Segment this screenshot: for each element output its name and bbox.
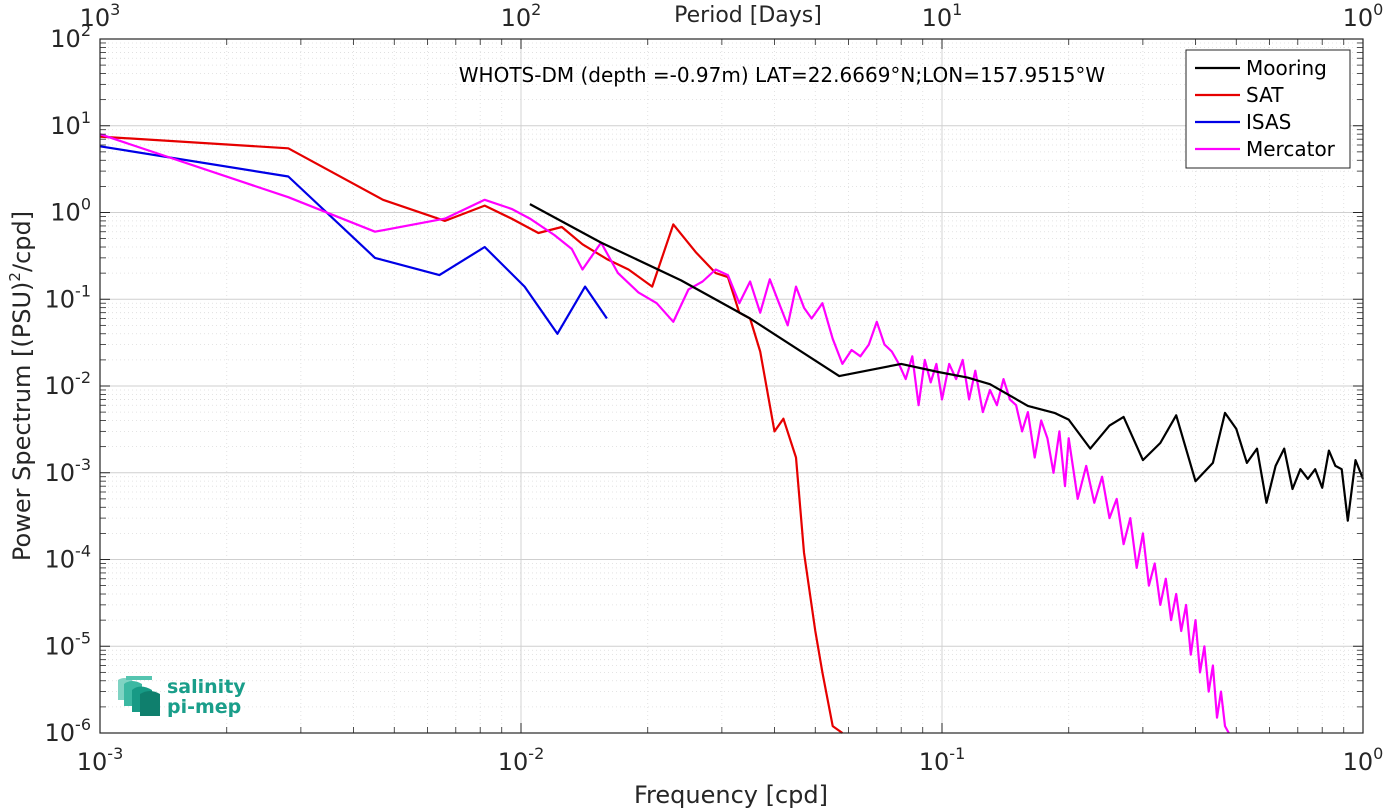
x-tick-label: 100 bbox=[1343, 744, 1383, 776]
y-tick-label-exp: -1 bbox=[75, 281, 91, 300]
y-tick-label-base: 10 bbox=[50, 25, 81, 53]
x-tick-label-exp: 0 bbox=[1373, 744, 1383, 763]
top-tick-label: 100 bbox=[1343, 0, 1383, 32]
legend-label-mooring: Mooring bbox=[1246, 56, 1327, 80]
legend-items: Mooring SAT ISAS Mercator bbox=[1195, 56, 1336, 161]
y-axis-title: Power Spectrum [(PSU)2/cpd] bbox=[6, 211, 36, 561]
top-tick-label: 103 bbox=[80, 0, 121, 32]
x-tick-label-exp: -3 bbox=[107, 744, 123, 763]
logo-waves-icon bbox=[118, 676, 160, 716]
x-tick-label: 10-1 bbox=[919, 744, 966, 776]
y-axis-title-sup: 2 bbox=[6, 272, 24, 282]
top-tick-label-base: 10 bbox=[922, 4, 953, 32]
x-tick-label: 10-2 bbox=[498, 744, 545, 776]
y-tick-label-exp: -5 bbox=[75, 628, 91, 647]
x-tick-label-base: 10 bbox=[498, 748, 529, 776]
chart-title: WHOTS-DM (depth =-0.97m) LAT=22.6669°N;L… bbox=[459, 63, 1106, 87]
y-tick-label-exp: 2 bbox=[81, 21, 91, 40]
y-tick-label-base: 10 bbox=[45, 459, 76, 487]
series-line-isas bbox=[99, 145, 608, 335]
y-tick-label-base: 10 bbox=[45, 285, 76, 313]
x-tick-labels: 10-3 10-2 10-1 100 bbox=[77, 744, 1383, 776]
series-line-sat bbox=[99, 135, 844, 734]
series-line-mooring bbox=[529, 203, 1365, 522]
y-tick-label: 10-3 bbox=[45, 455, 92, 487]
top-axis-title: Period [Days] bbox=[674, 3, 822, 28]
x-tick-label-exp: -2 bbox=[528, 744, 544, 763]
x-tick-label-base: 10 bbox=[1343, 748, 1374, 776]
y-tick-label: 10-1 bbox=[45, 281, 92, 313]
y-tick-label-exp: -6 bbox=[75, 715, 91, 734]
y-tick-label-base: 10 bbox=[45, 372, 76, 400]
y-tick-label-base: 10 bbox=[50, 199, 81, 227]
legend: Mooring SAT ISAS Mercator bbox=[1185, 49, 1351, 169]
top-tick-label-base: 10 bbox=[501, 4, 532, 32]
y-axis-title-tail: /cpd] bbox=[8, 211, 36, 272]
y-tick-label-exp: 0 bbox=[81, 195, 91, 214]
logo-text-line2: pi-mep bbox=[167, 696, 241, 718]
top-tick-labels: 103 102 101 100 bbox=[80, 0, 1383, 32]
top-tick-label-base: 10 bbox=[1343, 4, 1374, 32]
salinity-pi-mep-logo: salinity pi-mep bbox=[118, 676, 246, 718]
y-tick-label-base: 10 bbox=[45, 719, 76, 747]
series-layer bbox=[99, 133, 1365, 734]
x-tick-label-base: 10 bbox=[919, 748, 950, 776]
y-tick-label-exp: -2 bbox=[75, 368, 91, 387]
y-tick-label-base: 10 bbox=[45, 546, 76, 574]
legend-label-sat: SAT bbox=[1246, 83, 1284, 107]
legend-label-isas: ISAS bbox=[1246, 110, 1291, 134]
tick-marks bbox=[99, 38, 1364, 734]
top-tick-label-exp: 1 bbox=[952, 0, 962, 19]
legend-label-mercator: Mercator bbox=[1246, 137, 1336, 161]
top-tick-label-exp: 2 bbox=[531, 0, 541, 19]
y-tick-label-base: 10 bbox=[50, 112, 81, 140]
y-tick-label: 102 bbox=[50, 21, 91, 53]
y-tick-label: 10-5 bbox=[45, 628, 92, 660]
x-axis-title: Frequency [cpd] bbox=[634, 781, 828, 809]
top-tick-label: 102 bbox=[501, 0, 542, 32]
y-tick-label-exp: -3 bbox=[75, 455, 91, 474]
y-tick-label: 100 bbox=[50, 195, 91, 227]
x-tick-label: 10-3 bbox=[77, 744, 124, 776]
y-tick-label-exp: 1 bbox=[81, 108, 91, 127]
y-axis-title-main: Power Spectrum [(PSU) bbox=[8, 282, 36, 561]
y-tick-label-exp: -4 bbox=[75, 542, 91, 561]
logo-text-line1: salinity bbox=[167, 676, 246, 698]
top-tick-label-exp: 3 bbox=[110, 0, 120, 19]
y-tick-label: 10-2 bbox=[45, 368, 92, 400]
y-tick-label: 10-4 bbox=[45, 542, 92, 574]
x-tick-label-exp: -1 bbox=[949, 744, 965, 763]
minor-grid bbox=[100, 39, 1363, 733]
top-tick-label: 101 bbox=[922, 0, 963, 32]
x-tick-label-base: 10 bbox=[77, 748, 108, 776]
top-tick-label-exp: 0 bbox=[1373, 0, 1383, 19]
top-tick-label-base: 10 bbox=[80, 4, 111, 32]
y-tick-label: 101 bbox=[50, 108, 91, 140]
y-tick-label: 10-6 bbox=[45, 715, 92, 747]
y-tick-label-base: 10 bbox=[45, 632, 76, 660]
